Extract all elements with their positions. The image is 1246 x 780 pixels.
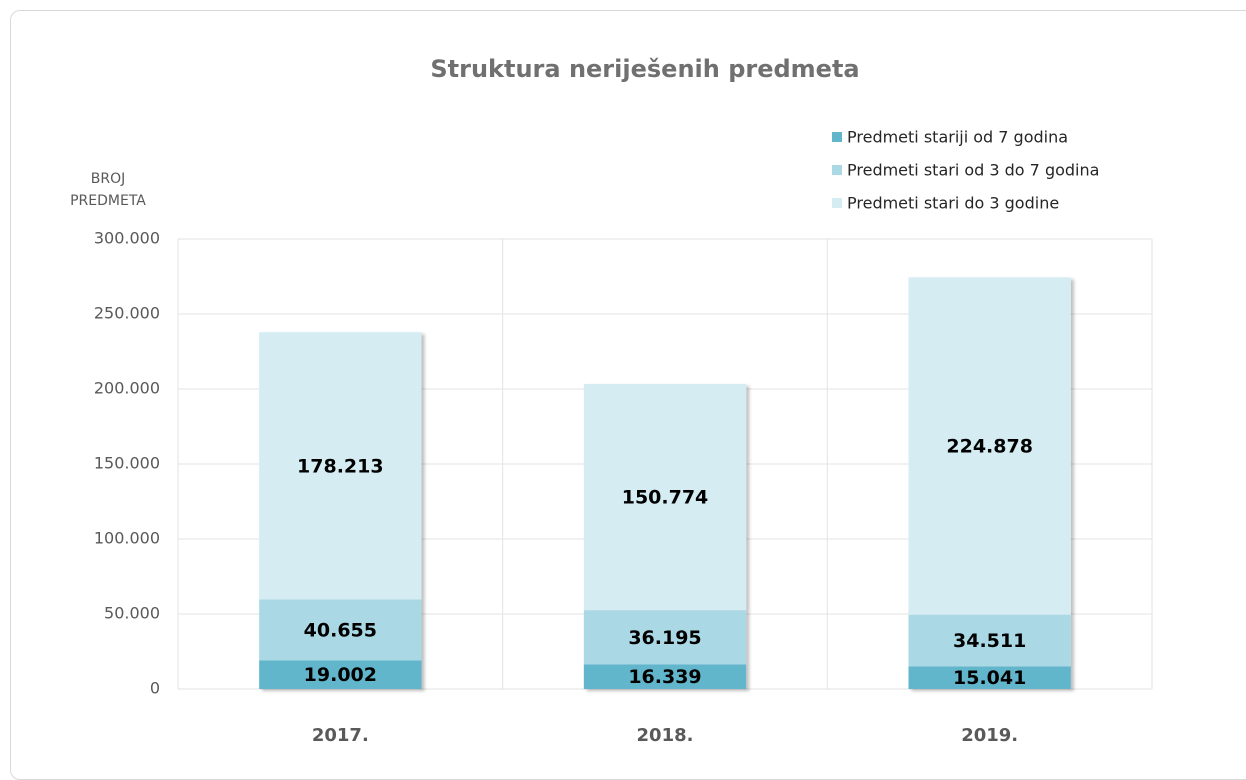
bar-segment xyxy=(259,332,422,600)
bar-stack xyxy=(259,332,422,689)
y-tick-label: 50.000 xyxy=(104,604,160,623)
bar-segment xyxy=(908,277,1071,615)
bar-segment xyxy=(908,614,1071,667)
y-tick-label: 0 xyxy=(150,679,160,698)
data-label: 15.041 xyxy=(953,667,1026,689)
y-tick-label: 300.000 xyxy=(94,229,160,248)
x-tick-label: 2017. xyxy=(312,725,369,746)
data-label: 36.195 xyxy=(628,627,701,649)
page: Struktura neriješenih predmeta 0 50.000 10… xyxy=(10,10,1246,780)
chart-title: Struktura neriješenih predmeta xyxy=(430,55,859,83)
y-tick-label: 250.000 xyxy=(94,304,160,323)
y-axis-label: BROJ PREDMETA xyxy=(70,171,146,209)
legend-label: Predmeti stari do 3 godine xyxy=(847,194,1059,213)
data-label: 16.339 xyxy=(628,666,701,688)
data-label: 224.878 xyxy=(946,436,1033,458)
legend-swatch xyxy=(832,132,842,142)
legend-swatch xyxy=(832,165,842,175)
bar-segment xyxy=(908,666,1071,689)
data-label: 150.774 xyxy=(622,487,709,509)
legend-label: Predmeti stari od 3 do 7 godina xyxy=(847,161,1099,180)
x-tick-label: 2018. xyxy=(637,725,694,746)
y-tick-label: 150.000 xyxy=(94,454,160,473)
bar-stack xyxy=(583,384,747,689)
data-label: 178.213 xyxy=(297,455,384,477)
data-label: 34.511 xyxy=(953,630,1026,652)
data-label: 19.002 xyxy=(304,664,377,686)
bar-segment xyxy=(583,610,747,665)
bar-segment xyxy=(259,660,422,689)
bar-segment xyxy=(583,384,747,611)
bar-stack xyxy=(908,277,1071,689)
y-tick-label: 200.000 xyxy=(94,379,160,398)
legend-swatch xyxy=(832,198,842,208)
y-tick-label: 100.000 xyxy=(94,529,160,548)
x-tick-label: 2019. xyxy=(961,725,1018,746)
bar-segment xyxy=(259,599,422,661)
data-label: 40.655 xyxy=(304,620,377,642)
chart: Struktura neriješenih predmeta 0 50.000 10… xyxy=(94,55,1153,746)
bar-segment xyxy=(583,664,747,689)
legend-label: Predmeti stariji od 7 godina xyxy=(847,128,1068,147)
